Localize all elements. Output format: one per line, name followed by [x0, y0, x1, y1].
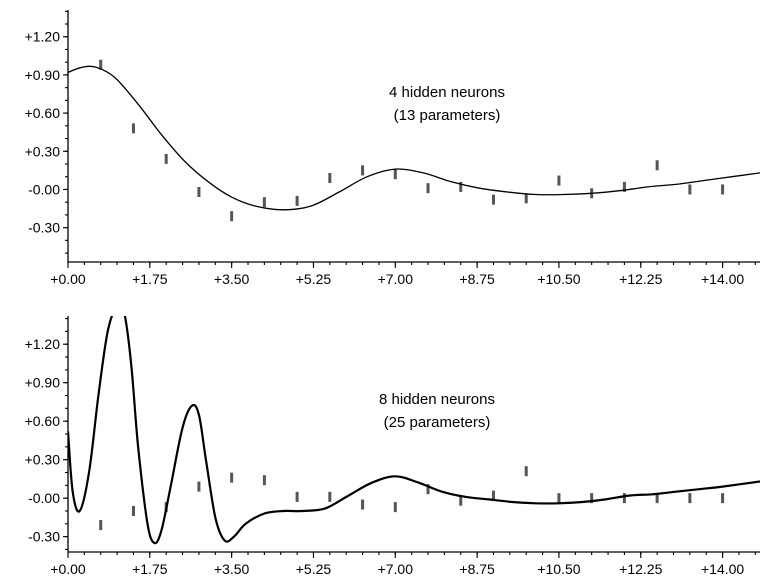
data-point-marker	[524, 193, 528, 204]
data-point-marker	[197, 481, 201, 492]
chart-panel-bottom: +1.20 +0.90 +0.60 +0.30 -0.00 -0.30 +0.00 +1.75…	[25, 316, 760, 577]
y-tick-label: +0.60	[25, 413, 61, 429]
data-point-marker	[131, 123, 135, 134]
y-tick-label: +0.30	[25, 143, 61, 159]
x-tick-label: +1.75	[132, 271, 168, 287]
y-tick-label: +1.20	[25, 336, 61, 352]
x-tick-label: +1.75	[132, 561, 168, 577]
x-tick-label: +12.25	[619, 561, 662, 577]
data-point-marker	[99, 520, 103, 531]
data-point-marker	[197, 187, 201, 197]
data-point-marker	[688, 493, 692, 504]
fitted-curve	[68, 65, 760, 211]
data-point-marker	[99, 59, 103, 70]
x-tick-label: +7.00	[378, 271, 414, 287]
data-point-marker	[688, 184, 692, 195]
annotation-text: 4 hidden neurons	[389, 84, 505, 101]
data-point-marker	[328, 491, 332, 502]
annotation-text: (25 parameters)	[384, 414, 491, 431]
data-point-marker	[230, 211, 234, 222]
y-tick-label: -0.30	[28, 220, 60, 236]
x-tick-label: +10.50	[537, 271, 580, 287]
data-point-marker	[590, 493, 594, 504]
data-point-marker	[262, 197, 266, 208]
y-tick-label: -0.00	[28, 490, 60, 506]
x-tick-label: +3.50	[214, 561, 250, 577]
data-point-marker	[622, 181, 626, 192]
x-tick-label: +3.50	[214, 271, 250, 287]
x-tick-label: +7.00	[378, 561, 414, 577]
x-tick-label: +8.75	[459, 271, 495, 287]
data-point-marker	[721, 493, 725, 504]
data-point-marker	[361, 165, 365, 176]
x-tick-label: +5.25	[296, 561, 332, 577]
y-tick-label: -0.00	[28, 181, 60, 197]
data-point-marker	[295, 195, 299, 206]
y-tick-label: +0.30	[25, 452, 61, 468]
y-tick-label: +0.60	[25, 105, 61, 121]
data-point-marker	[459, 495, 463, 506]
data-point-marker	[524, 466, 528, 477]
fitted-curve	[68, 316, 760, 545]
chart-panel-top: +1.20 +0.90 +0.60 +0.30 -0.00 -0.30 +0.00 +1.75…	[25, 10, 760, 287]
x-tick-label: +8.75	[459, 561, 495, 577]
y-tick-label: +1.20	[25, 29, 61, 45]
annotation-text: (13 parameters)	[394, 107, 501, 124]
data-point-marker	[426, 484, 430, 495]
y-tick-label: -0.30	[28, 529, 60, 545]
x-tick-label: +14.00	[701, 271, 744, 287]
data-point-marker	[655, 493, 659, 504]
y-tick-label: +0.90	[25, 375, 61, 391]
data-point-marker	[491, 490, 495, 501]
x-tick-label: +10.50	[537, 561, 580, 577]
data-point-marker	[491, 194, 495, 205]
x-tick-label: +12.25	[619, 271, 662, 287]
x-tick-label: +0.00	[50, 271, 86, 287]
data-point-marker	[393, 502, 397, 513]
data-point-marker	[262, 475, 266, 486]
data-point-marker	[557, 175, 561, 186]
x-tick-label: +0.00	[50, 561, 86, 577]
data-point-marker	[361, 499, 365, 510]
data-point-marker	[426, 183, 430, 194]
data-point-marker	[459, 181, 463, 192]
data-point-marker	[164, 153, 168, 164]
data-point-marker	[328, 173, 332, 183]
data-point-marker	[557, 493, 561, 504]
x-tick-label: +5.25	[296, 271, 332, 287]
data-point-marker	[721, 184, 725, 195]
data-point-marker	[230, 472, 234, 483]
x-tick-label: +14.00	[701, 561, 744, 577]
annotation-text: 8 hidden neurons	[379, 391, 495, 408]
data-point-marker	[622, 493, 626, 504]
data-point-marker	[393, 169, 397, 180]
data-point-marker	[131, 505, 135, 516]
data-point-marker	[655, 160, 659, 171]
data-point-marker	[295, 491, 299, 502]
y-tick-label: +0.90	[25, 67, 61, 83]
